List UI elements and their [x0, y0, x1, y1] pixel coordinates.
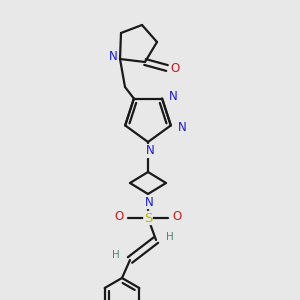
Text: N: N [145, 196, 153, 208]
Text: S: S [144, 212, 152, 224]
Text: N: N [146, 145, 154, 158]
Text: N: N [169, 90, 178, 103]
Text: H: H [166, 232, 174, 242]
Text: O: O [114, 211, 124, 224]
Text: H: H [112, 250, 120, 260]
Text: N: N [178, 121, 186, 134]
Text: N: N [109, 50, 117, 64]
Text: O: O [172, 211, 182, 224]
Text: O: O [170, 61, 180, 74]
